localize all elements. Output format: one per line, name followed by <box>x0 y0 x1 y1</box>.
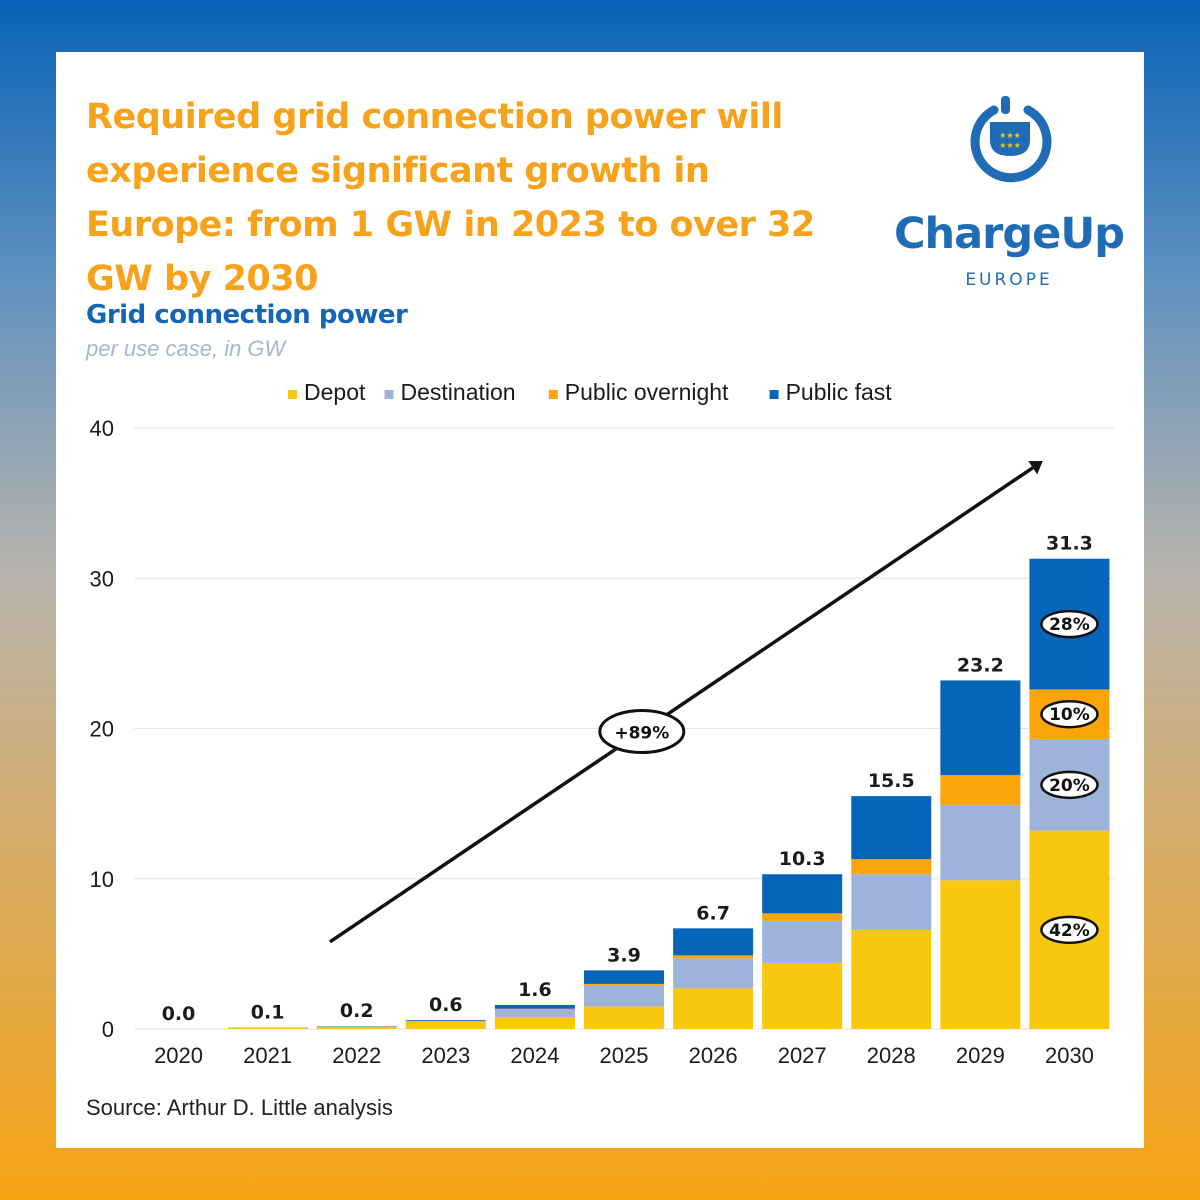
svg-text:★★★: ★★★ <box>999 131 1021 140</box>
bar-segment <box>227 1027 308 1029</box>
share-badge-label: 42% <box>1049 921 1090 941</box>
growth-badge <box>598 709 686 755</box>
legend-label: Public fast <box>786 379 893 405</box>
bar-segment <box>584 983 664 986</box>
share-badge-label: 10% <box>1049 705 1090 725</box>
bar-segment <box>584 970 664 984</box>
bar-segment <box>673 988 754 1029</box>
bar-segment <box>673 955 754 959</box>
svg-text:★★★: ★★★ <box>999 141 1021 150</box>
legend-swatch <box>384 390 394 399</box>
bar-segment <box>316 1026 397 1029</box>
source-note: Source: Arthur D. Little analysis <box>86 1095 393 1120</box>
x-tick-label: 2028 <box>867 1043 916 1068</box>
x-tick-label: 2025 <box>600 1043 649 1068</box>
share-badge <box>1040 699 1099 729</box>
legend-swatch <box>288 390 297 399</box>
growth-badge-label: +89% <box>614 724 669 744</box>
bar-segment <box>494 1008 575 1010</box>
bar-segment <box>851 859 932 875</box>
bar-total-label: 0.2 <box>340 1000 374 1022</box>
bar-segment <box>762 920 843 963</box>
bar-segment <box>940 805 1021 881</box>
bar-segment <box>405 1020 486 1022</box>
bar-total-label: 10.3 <box>779 848 826 870</box>
legend-label: Depot <box>304 379 366 405</box>
x-tick-label: 2026 <box>689 1043 738 1068</box>
chart-unit-note: per use case, in GW <box>86 336 286 361</box>
headline: Required grid connection power will expe… <box>86 97 815 299</box>
share-badge-label: 20% <box>1049 776 1090 796</box>
bar-segment <box>762 962 843 1029</box>
chart-subtitle: Grid connection power <box>86 300 408 330</box>
bar-segment <box>940 775 1021 806</box>
legend-swatch <box>769 390 779 399</box>
bar-segment <box>673 928 754 956</box>
bar-total-label: 15.5 <box>868 770 915 792</box>
bar-segment <box>851 929 932 1029</box>
x-tick-label: 2020 <box>154 1043 203 1068</box>
logo-subtext: EUROPE <box>965 270 1053 290</box>
bar-segment <box>494 1016 575 1029</box>
x-tick-label: 2021 <box>243 1043 292 1068</box>
bar-segment <box>762 874 843 914</box>
y-tick-label: 30 <box>90 566 114 591</box>
bar-segment <box>494 1004 575 1009</box>
bar-total-label: 3.9 <box>607 944 641 966</box>
bar-segment <box>851 796 932 860</box>
share-badge <box>1040 770 1099 800</box>
bar-segment <box>584 985 664 1007</box>
growth-arrow-head <box>1028 461 1043 475</box>
bar-segment <box>584 1006 664 1029</box>
y-tick-label: 40 <box>90 416 114 441</box>
x-tick-label: 2024 <box>510 1043 559 1068</box>
bar-segment <box>940 680 1021 776</box>
bar-segment <box>851 874 932 930</box>
x-tick-label: 2029 <box>956 1043 1005 1068</box>
x-tick-label: 2023 <box>421 1043 470 1068</box>
x-tick-label: 2030 <box>1045 1043 1094 1068</box>
share-badge <box>1040 609 1099 639</box>
y-tick-label: 10 <box>90 867 114 892</box>
bar-segment <box>494 1009 575 1017</box>
bar-total-label: 1.6 <box>518 979 552 1001</box>
bar-segment <box>762 913 843 921</box>
y-tick-label: 0 <box>102 1017 114 1042</box>
bar-total-label: 0.1 <box>251 1001 285 1023</box>
growth-arrow-line <box>329 466 1034 944</box>
bar-segment <box>673 958 754 989</box>
bar-total-label: 0.6 <box>429 994 463 1016</box>
legend-label: Public overnight <box>565 379 729 405</box>
logo-wordmark: ChargeUp <box>894 209 1125 259</box>
share-badge <box>1040 915 1099 945</box>
bar-total-label: 23.2 <box>957 654 1004 676</box>
bar-segment <box>940 880 1021 1029</box>
legend-label: Destination <box>401 379 516 405</box>
legend-swatch <box>548 390 558 399</box>
power-plug-icon: ★★★ ★★★ <box>970 96 1052 183</box>
chargeup-logo: ★★★ ★★★ ChargeUp EUROPE <box>894 92 1125 290</box>
chart-card: Required grid connection power will expe… <box>56 52 1144 1148</box>
bar-total-label: 0.0 <box>162 1003 196 1025</box>
share-badge-label: 28% <box>1049 615 1090 635</box>
bar-total-label: 31.3 <box>1046 533 1093 555</box>
bar-segment <box>405 1019 486 1021</box>
bar-total-label: 6.7 <box>696 902 730 924</box>
y-tick-label: 20 <box>90 717 114 742</box>
x-tick-label: 2027 <box>778 1043 827 1068</box>
x-tick-label: 2022 <box>332 1043 381 1068</box>
bar-segment <box>405 1021 486 1029</box>
